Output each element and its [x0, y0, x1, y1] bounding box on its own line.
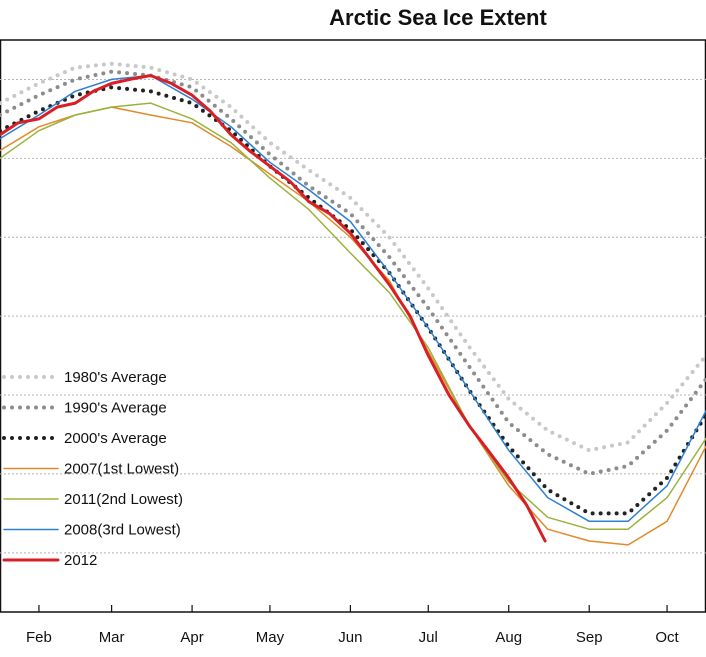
- series-line-4: [0, 102, 706, 530]
- series-line-2: [0, 85, 706, 516]
- x-tick-label-5: Jul: [419, 629, 438, 646]
- series-lines: [0, 61, 706, 546]
- series-line-3: [0, 106, 706, 546]
- legend-label-5: 2008(3rd Lowest): [64, 522, 181, 539]
- series-line-6: [0, 74, 547, 543]
- series-line-0: [0, 61, 706, 453]
- chart-title: Arctic Sea Ice Extent: [329, 5, 547, 30]
- x-tick-label-3: May: [256, 629, 285, 646]
- x-tick-label-6: Aug: [495, 629, 522, 646]
- legend: 1980's Average 1990's Average 2000's Avera…: [2, 369, 183, 569]
- x-tick-label-1: Mar: [99, 629, 125, 646]
- series-line-1: [0, 69, 706, 476]
- legend-label-2: 2000's Average: [64, 430, 167, 447]
- legend-label-6: 2012: [64, 552, 97, 569]
- x-tick-label-7: Sep: [576, 629, 603, 646]
- legend-label-4: 2011(2nd Lowest): [64, 491, 183, 508]
- x-axis-ticks: Feb Mar Apr May Jun Jul Aug Sep Oct: [26, 605, 680, 646]
- legend-label-1: 1990's Average: [64, 400, 167, 417]
- x-tick-label-0: Feb: [26, 629, 52, 646]
- legend-label-3: 2007(1st Lowest): [64, 461, 179, 478]
- x-tick-label-2: Apr: [180, 629, 203, 646]
- x-tick-label-8: Oct: [655, 629, 679, 646]
- x-tick-label-4: Jun: [338, 629, 362, 646]
- legend-label-0: 1980's Average: [64, 369, 167, 386]
- series-line-5: [0, 74, 706, 523]
